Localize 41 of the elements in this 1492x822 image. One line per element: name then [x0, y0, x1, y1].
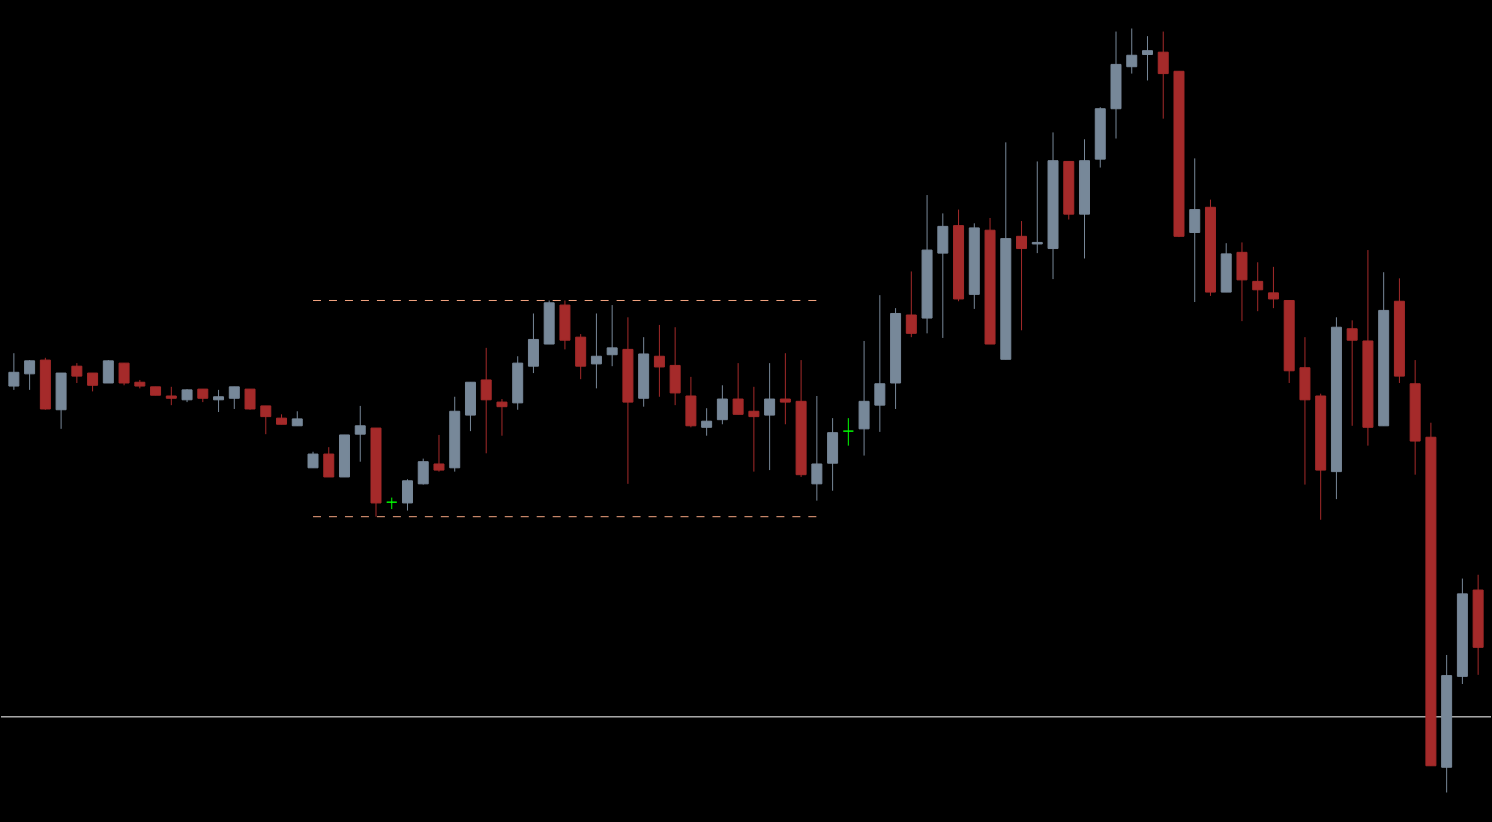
candlestick [590, 312, 602, 389]
candlestick [1031, 160, 1043, 254]
candlestick [480, 347, 492, 454]
candlestick [764, 362, 776, 471]
candlestick [118, 362, 130, 386]
candlestick [1267, 266, 1279, 309]
candlestick [1346, 319, 1358, 427]
candlestick [401, 478, 413, 512]
candlestick [244, 388, 256, 411]
candlestick [842, 417, 854, 447]
candlestick [260, 405, 272, 435]
candlestick [905, 270, 917, 338]
candlestick [323, 446, 335, 478]
candlestick [701, 407, 713, 437]
candlestick [24, 359, 36, 391]
candlestick [716, 384, 728, 425]
candlestick [874, 294, 886, 433]
candlestick [87, 372, 99, 392]
candlestick [71, 362, 83, 384]
candlestick [354, 405, 366, 463]
candlestick [417, 458, 429, 486]
candlestick [1126, 28, 1138, 75]
candlestick [811, 395, 823, 502]
candlestick [748, 386, 760, 473]
candlestick [102, 359, 114, 384]
candlestick [228, 386, 240, 410]
candlestick [165, 386, 177, 406]
candlestick [213, 389, 225, 413]
candlestick [1252, 261, 1264, 312]
candlestick [1142, 35, 1153, 81]
candlestick [732, 362, 744, 415]
candlestick [779, 352, 791, 425]
candlestick [386, 497, 398, 510]
candlestick [8, 352, 20, 391]
candlestick [606, 304, 618, 367]
candlestick [1016, 220, 1028, 331]
candlestick [1157, 31, 1169, 120]
candlestick [653, 324, 665, 398]
candlestick [496, 398, 508, 437]
candlestick [433, 434, 445, 473]
candlestick [1189, 157, 1201, 303]
